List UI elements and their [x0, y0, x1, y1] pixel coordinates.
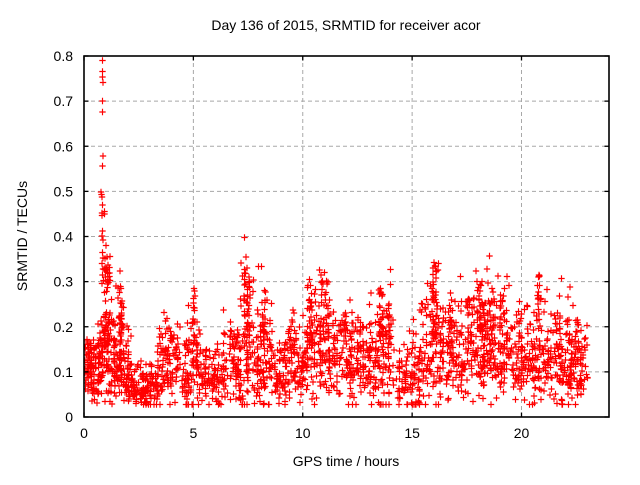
scatter-points [84, 57, 591, 408]
data-points [84, 57, 591, 408]
y-tick-label: 0 [65, 409, 73, 425]
y-axis-label: SRMTID / TECUs [14, 181, 30, 291]
y-tick-label: 0.4 [54, 229, 74, 245]
axes [83, 55, 610, 418]
y-tick-label: 0.5 [54, 183, 74, 199]
y-tick-label: 0.7 [54, 93, 74, 109]
x-tick-label: 0 [80, 425, 88, 441]
y-tick-label: 0.6 [54, 138, 74, 154]
x-tick-label: 15 [404, 425, 420, 441]
tick-labels: 0 5 10 15 20 0 0.1 0.2 0.3 0.4 0.5 0.6 0.7 0.8 [54, 48, 530, 441]
y-tick-label: 0.1 [54, 364, 74, 380]
x-tick-label: 20 [514, 425, 530, 441]
chart-title: Day 136 of 2015, SRMTID for receiver aco… [211, 17, 481, 33]
x-tick-label: 10 [295, 425, 311, 441]
y-tick-label: 0.2 [54, 319, 74, 335]
y-tick-label: 0.8 [54, 48, 74, 64]
x-axis-label: GPS time / hours [293, 453, 400, 469]
x-tick-label: 5 [189, 425, 197, 441]
y-tick-label: 0.3 [54, 274, 74, 290]
